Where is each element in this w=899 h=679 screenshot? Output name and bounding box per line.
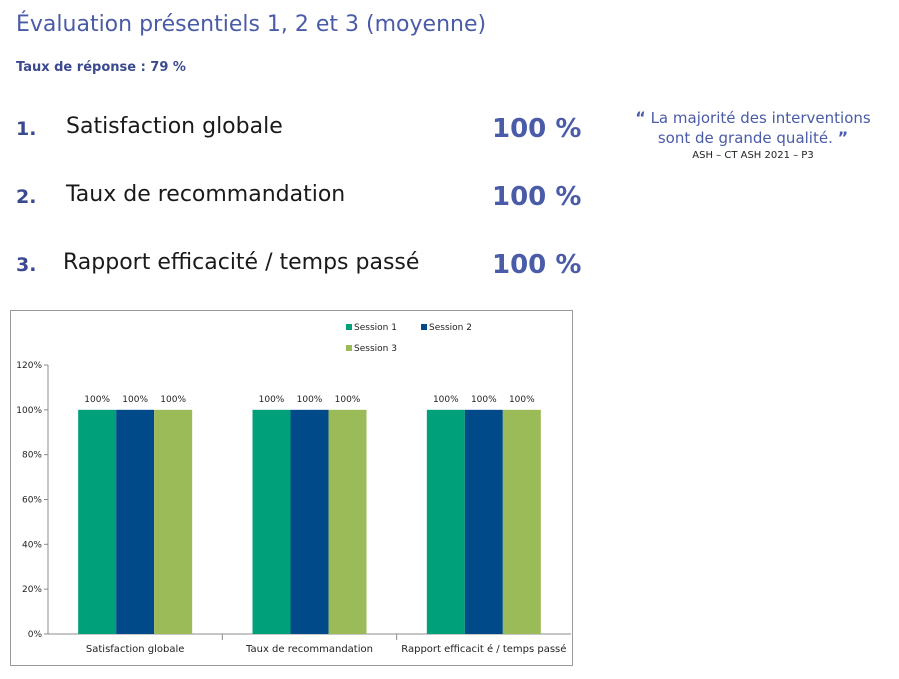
metric-number: 1. [16, 118, 37, 140]
bar-data-label: 100% [335, 395, 361, 405]
legend-swatch [346, 345, 352, 351]
y-tick-label: 20% [22, 585, 42, 595]
y-tick-label: 120% [16, 361, 42, 371]
bar-data-label: 100% [471, 395, 497, 405]
y-tick-label: 40% [22, 540, 42, 550]
bar-data-label: 100% [259, 395, 285, 405]
bar [78, 409, 117, 634]
response-rate: Taux de réponse : 79 % [16, 60, 186, 75]
quote-text-line2: sont de grande qualité. [657, 129, 833, 147]
bar [464, 409, 503, 634]
metric-number: 3. [16, 254, 37, 276]
bar [502, 409, 541, 634]
legend-swatch [346, 324, 352, 330]
quote-open-mark: “ [635, 108, 646, 127]
y-tick-label: 80% [22, 451, 42, 461]
bar-data-label: 100% [122, 395, 148, 405]
metric-value: 100 % [492, 250, 582, 280]
metric-item-satisfaction: 1. Satisfaction globale 100 % [0, 108, 600, 148]
legend-label: Session 1 [354, 323, 397, 333]
y-tick-label: 0% [28, 630, 43, 640]
metric-number: 2. [16, 186, 37, 208]
x-tick-label: Satisfaction globale [86, 644, 185, 655]
bar-chart-svg: 0% 20% 40% 60% 80% 100% 120% 100% 100% 100% Satisf… [16, 323, 571, 655]
metric-label: Satisfaction globale [66, 114, 283, 139]
bar-chart: 0% 20% 40% 60% 80% 100% 120% 100% 100% 100% Satisf… [10, 310, 573, 666]
bar-data-label: 100% [433, 395, 459, 405]
metric-value: 100 % [492, 182, 582, 212]
metric-label: Rapport efficacité / temps passé [63, 250, 420, 275]
bar-data-label: 100% [84, 395, 110, 405]
metric-item-recommandation: 2. Taux de recommandation 100 % [0, 176, 600, 216]
quote-close-mark: ” [837, 128, 849, 147]
bar-data-label: 100% [297, 395, 323, 405]
quote-source: ASH – CT ASH 2021 – P3 [692, 150, 814, 161]
metric-label: Taux de recommandation [66, 182, 346, 207]
page-title: Évaluation présentiels 1, 2 et 3 (moyenn… [16, 12, 487, 37]
legend-label: Session 3 [354, 344, 397, 354]
legend-label: Session 2 [429, 323, 472, 333]
bar [426, 409, 465, 634]
x-tick-label: Taux de recommandation [245, 644, 373, 655]
y-tick-label: 60% [22, 496, 42, 506]
testimonial-quote: “ La majorité des interventions sont de … [608, 108, 898, 161]
bar [290, 409, 329, 634]
bar [252, 409, 291, 634]
metric-item-efficacite: 3. Rapport efficacité / temps passé 100 … [0, 244, 600, 284]
y-tick-label: 100% [16, 406, 42, 416]
bar-data-label: 100% [509, 395, 535, 405]
legend-swatch [421, 324, 427, 330]
quote-text-line1: La majorité des interventions [650, 109, 871, 127]
bar [116, 409, 155, 634]
bar-data-label: 100% [160, 395, 186, 405]
x-tick-label: Rapport efficacit é / temps passé [401, 643, 566, 655]
bar [328, 409, 367, 634]
bar [154, 409, 193, 634]
metric-value: 100 % [492, 114, 582, 144]
